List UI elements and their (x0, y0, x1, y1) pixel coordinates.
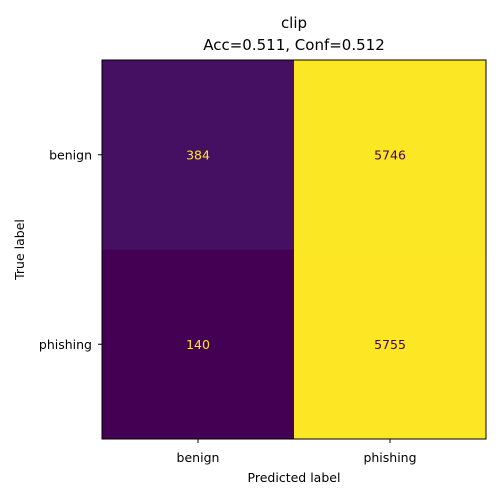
axis-ticks: benign phishing benign phishing (39, 147, 417, 465)
cell-value-label: 140 (186, 337, 210, 352)
cell-value-labels: 384 5746 140 5755 (186, 147, 406, 352)
cell-value-label: 5755 (374, 337, 406, 352)
x-axis-label: Predicted label (248, 470, 341, 485)
cell-value-label: 5746 (374, 147, 406, 162)
y-tick-label: phishing (39, 337, 92, 352)
x-tick-label: phishing (363, 450, 416, 465)
x-tick-label: benign (177, 450, 220, 465)
heatmap-cells (102, 60, 486, 439)
chart-title: clip (281, 14, 307, 32)
cell-value-label: 384 (186, 147, 210, 162)
y-axis-label: True label (12, 219, 27, 281)
heatmap-cell-phishing-benign (102, 249, 294, 439)
heatmap-cell-benign-benign (102, 60, 294, 250)
chart-subtitle: Acc=0.511, Conf=0.512 (203, 36, 385, 54)
axes-frame (101, 59, 487, 440)
heatmap-cell-phishing-phishing (294, 249, 486, 439)
y-tick-label: benign (49, 147, 92, 162)
heatmap-cell-benign-phishing (294, 60, 486, 250)
